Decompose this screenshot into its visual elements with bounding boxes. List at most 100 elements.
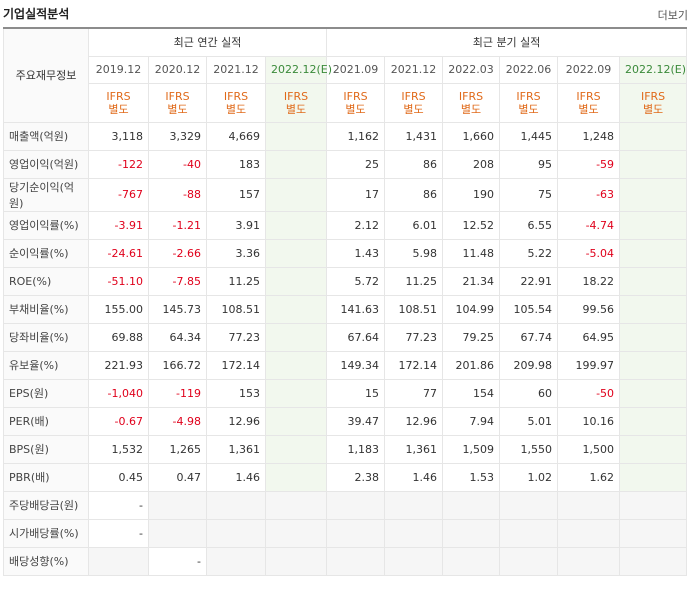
table-cell: 1,361 xyxy=(384,434,444,464)
period-header: 2021.12 xyxy=(206,55,266,84)
table-cell xyxy=(384,546,444,576)
table-cell: 67.74 xyxy=(499,322,559,352)
table-cell: 67.64 xyxy=(326,322,386,352)
table-cell: 12.96 xyxy=(206,406,266,436)
table-cell: 1.43 xyxy=(326,238,386,268)
table-cell xyxy=(442,546,501,576)
table-cell: 108.51 xyxy=(384,294,444,324)
table-cell: 11.48 xyxy=(442,238,501,268)
table-cell: 5.72 xyxy=(326,266,386,296)
table-cell xyxy=(264,322,328,352)
table-cell: -1.21 xyxy=(148,210,207,240)
table-cell xyxy=(619,378,688,408)
table-cell xyxy=(264,434,328,464)
table-row: 부채비율(%) 155.00 145.73 108.51 141.63 108.51 104… xyxy=(3,294,688,324)
row-label: 당기순이익(억원) xyxy=(3,177,89,212)
table-cell xyxy=(264,350,328,380)
table-cell: 77.23 xyxy=(206,322,266,352)
table-cell: 1,265 xyxy=(148,434,207,464)
table-row: PER(배) -0.67 -4.98 12.96 39.47 12.96 7.94 5.01 1… xyxy=(3,406,688,436)
row-label: PBR(배) xyxy=(3,462,89,492)
table-cell xyxy=(619,149,688,179)
table-cell: 1,500 xyxy=(557,434,621,464)
accounting-basis-label: IFRS 별도 xyxy=(264,82,328,123)
table-cell xyxy=(264,238,328,268)
table-cell: 104.99 xyxy=(442,294,501,324)
table-cell: 5.22 xyxy=(499,238,559,268)
accounting-basis-label: IFRS 별도 xyxy=(557,82,621,123)
table-cell xyxy=(619,546,688,576)
table-cell: 3.91 xyxy=(206,210,266,240)
accounting-basis-label: IFRS 별도 xyxy=(619,82,688,123)
table-cell: 1,162 xyxy=(326,121,386,151)
row-label: 당좌비율(%) xyxy=(3,322,89,352)
table-cell xyxy=(619,266,688,296)
table-cell: 1.53 xyxy=(442,462,501,492)
table-cell: 1,445 xyxy=(499,121,559,151)
table-cell: - xyxy=(88,518,149,548)
table-cell xyxy=(619,350,688,380)
table-cell xyxy=(326,490,386,520)
table-cell: -88 xyxy=(148,177,207,212)
table-cell xyxy=(326,546,386,576)
row-label: 시가배당률(%) xyxy=(3,518,89,548)
table-cell: 3,118 xyxy=(88,121,149,151)
table-cell: 1.02 xyxy=(499,462,559,492)
table-cell: 64.34 xyxy=(148,322,207,352)
table-cell: 141.63 xyxy=(326,294,386,324)
table-cell: 6.55 xyxy=(499,210,559,240)
period-header: 2022.12(E) xyxy=(264,55,332,84)
table-cell: 108.51 xyxy=(206,294,266,324)
table-cell xyxy=(619,121,688,151)
table-cell: -0.67 xyxy=(88,406,149,436)
table-row: 당좌비율(%) 69.88 64.34 77.23 67.64 77.23 79.25 67.… xyxy=(3,322,688,352)
table-cell xyxy=(326,518,386,548)
table-cell: 154 xyxy=(442,378,501,408)
table-cell: 60 xyxy=(499,378,559,408)
period-header: 2022.03 xyxy=(442,55,501,84)
table-cell: -4.98 xyxy=(148,406,207,436)
table-cell xyxy=(557,490,621,520)
table-cell xyxy=(264,490,328,520)
table-cell: 21.34 xyxy=(442,266,501,296)
table-cell: 4,669 xyxy=(206,121,266,151)
more-link[interactable]: 더보기 xyxy=(657,9,688,22)
table-cell: -7.85 xyxy=(148,266,207,296)
table-cell: -24.61 xyxy=(88,238,149,268)
table-cell: 1,550 xyxy=(499,434,559,464)
table-row: 주당배당금(원) - xyxy=(3,490,688,520)
table-row: EPS(원) -1,040 -119 153 15 77 154 60 -50 xyxy=(3,378,688,408)
table-cell: -1,040 xyxy=(88,378,149,408)
table-cell xyxy=(264,210,328,240)
table-cell: 86 xyxy=(384,177,444,212)
table-cell: -122 xyxy=(88,149,149,179)
table-cell: 1.46 xyxy=(206,462,266,492)
row-label: BPS(원) xyxy=(3,434,89,464)
table-cell xyxy=(619,210,688,240)
accounting-basis-label: IFRS 별도 xyxy=(206,82,266,123)
table-cell xyxy=(264,546,328,576)
table-cell xyxy=(619,177,688,212)
table-cell: 12.96 xyxy=(384,406,444,436)
table-cell xyxy=(619,238,688,268)
period-header: 2020.12 xyxy=(148,55,207,84)
row-label: PER(배) xyxy=(3,406,89,436)
table-cell: 86 xyxy=(384,149,444,179)
table-cell xyxy=(557,546,621,576)
table-cell xyxy=(384,518,444,548)
table-cell xyxy=(264,266,328,296)
table-cell xyxy=(499,490,559,520)
table-cell: 15 xyxy=(326,378,386,408)
table-cell: 3.36 xyxy=(206,238,266,268)
table-cell: 99.56 xyxy=(557,294,621,324)
table-cell: -40 xyxy=(148,149,207,179)
table-cell: 209.98 xyxy=(499,350,559,380)
table-cell: 64.95 xyxy=(557,322,621,352)
table-cell xyxy=(264,406,328,436)
accounting-basis-label: IFRS 별도 xyxy=(499,82,559,123)
accounting-basis-label: IFRS 별도 xyxy=(326,82,386,123)
table-cell: 79.25 xyxy=(442,322,501,352)
table-row: PBR(배) 0.45 0.47 1.46 2.38 1.46 1.53 1.02 1.62 xyxy=(3,462,688,492)
accounting-basis-label: IFRS 별도 xyxy=(148,82,207,123)
table-cell xyxy=(384,490,444,520)
